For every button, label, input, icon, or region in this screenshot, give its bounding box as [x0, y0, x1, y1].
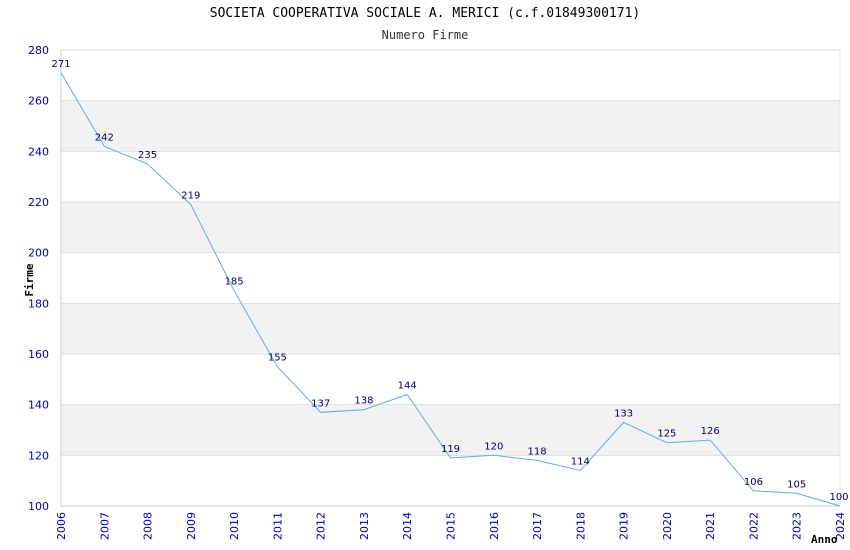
x-tick-label: 2021	[704, 512, 717, 540]
data-label: 133	[614, 408, 633, 419]
x-tick-label: 2009	[185, 512, 198, 540]
x-tick-label: 2013	[358, 512, 371, 540]
data-label: 242	[95, 132, 114, 143]
axes	[60, 50, 841, 507]
chart-subtitle: Numero Firme	[381, 28, 469, 42]
x-tick-label: 2014	[401, 512, 414, 540]
x-tick-label: 2018	[574, 512, 587, 540]
grid-band	[61, 404, 840, 456]
y-tick-label: 160	[28, 348, 49, 361]
data-label: 144	[398, 381, 417, 392]
data-label: 105	[787, 479, 806, 490]
x-tick-label: 2006	[55, 512, 68, 540]
y-tick-label: 260	[28, 95, 49, 108]
data-label: 126	[701, 426, 720, 437]
y-tick-labels: 100 120 140 160 180 200 220 240 260 280	[28, 44, 49, 513]
grid-band	[61, 202, 840, 253]
y-tick-label: 120	[28, 449, 49, 462]
data-label: 185	[225, 277, 244, 288]
data-label: 119	[441, 444, 460, 455]
data-label: 125	[657, 429, 676, 440]
x-tick-label: 2012	[315, 512, 328, 540]
chart-title: SOCIETA COOPERATIVA SOCIALE A. MERICI (c…	[209, 6, 641, 21]
grid-band	[61, 303, 840, 354]
x-tick-label: 2011	[271, 512, 284, 540]
data-label: 118	[528, 446, 547, 457]
data-label: 137	[311, 398, 330, 409]
x-tick-label: 2007	[98, 512, 111, 540]
x-tick-label: 2017	[531, 512, 544, 540]
data-label: 271	[51, 59, 70, 70]
y-tick-label: 280	[28, 44, 49, 57]
data-label: 219	[181, 191, 200, 202]
grid-band	[61, 100, 840, 152]
gridlines	[61, 49, 840, 507]
data-label: 106	[744, 477, 763, 488]
x-tick-label: 2020	[661, 512, 674, 540]
data-labels: 271 242 235 219 185 155 137 138 144 119 120 118 114 1…	[51, 59, 848, 503]
data-label: 114	[571, 457, 590, 468]
data-label: 155	[268, 353, 287, 364]
y-axis-label: Firme	[23, 263, 36, 296]
background-bands	[61, 100, 840, 456]
y-tick-label: 180	[28, 297, 49, 310]
y-tick-label: 240	[28, 145, 49, 158]
data-label: 235	[138, 150, 157, 161]
y-tick-label: 220	[28, 196, 49, 209]
data-label: 138	[354, 396, 373, 407]
x-tick-label: 2016	[488, 512, 501, 540]
x-axis-label: Anno	[811, 533, 838, 546]
x-tick-label: 2008	[142, 512, 155, 540]
data-label: 100	[829, 492, 848, 503]
y-tick-label: 200	[28, 247, 49, 260]
x-tick-label: 2010	[228, 512, 241, 540]
data-label: 120	[484, 441, 503, 452]
x-tick-label: 2022	[747, 512, 760, 540]
x-tick-label: 2023	[791, 512, 804, 540]
x-tick-label: 2024	[834, 512, 847, 540]
y-tick-label: 140	[28, 399, 49, 412]
series-group	[60, 72, 841, 507]
y-tick-label: 100	[28, 500, 49, 513]
x-tick-label: 2015	[445, 512, 458, 540]
series-line	[60, 72, 841, 507]
x-tick-label: 2019	[618, 512, 631, 540]
x-tick-labels: 2006 2007 2008 2009 2010 2011 2012 2013 2014 2015…	[55, 512, 847, 540]
